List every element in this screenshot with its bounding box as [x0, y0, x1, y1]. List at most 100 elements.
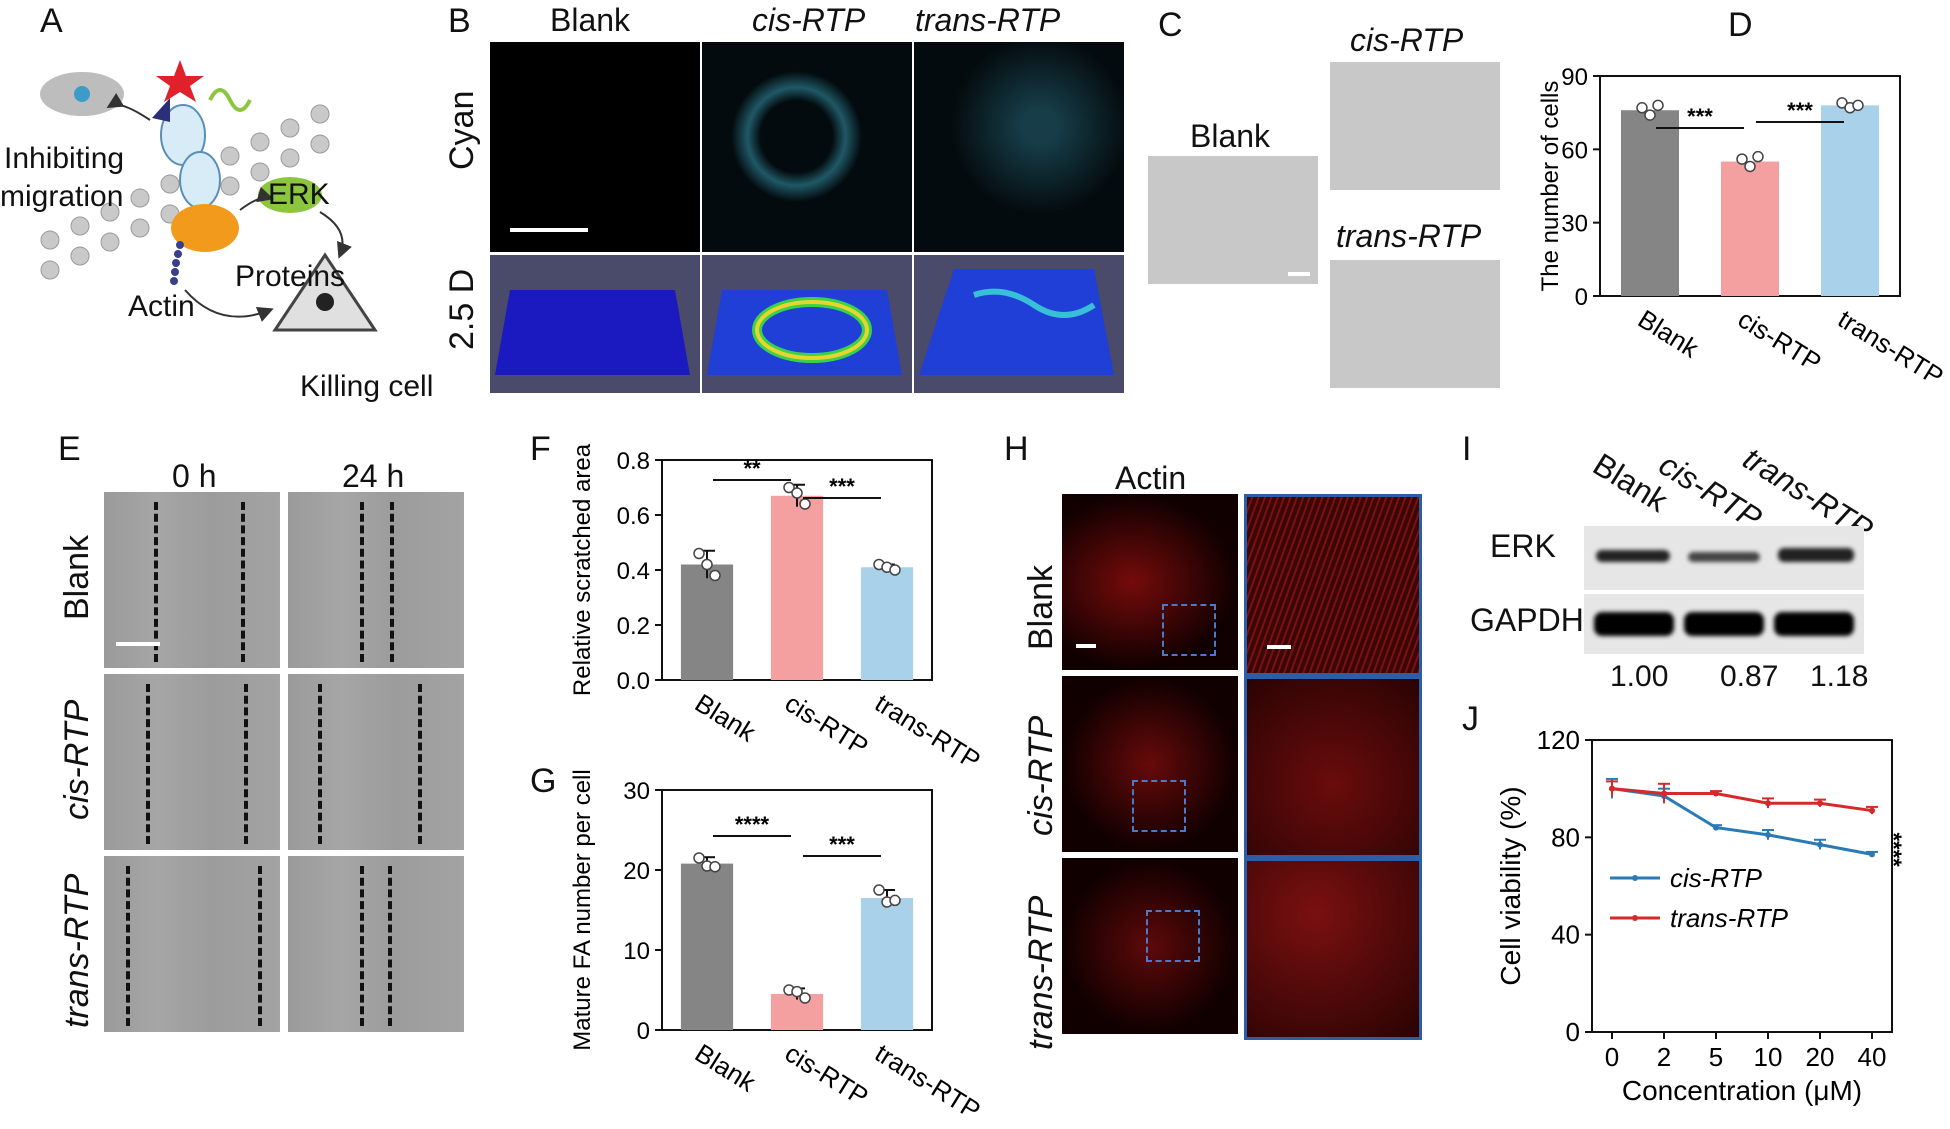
label-migration: migration — [0, 180, 124, 213]
star-icon — [156, 60, 204, 102]
h-row-cis: cis-RTP — [1022, 715, 1060, 836]
data-point — [701, 558, 713, 571]
data-point — [791, 985, 803, 998]
row-label-cyan: Cyan — [443, 90, 481, 170]
scratch-cis-0h — [104, 674, 280, 850]
c-trans-image — [1330, 260, 1500, 388]
x-tick-label: cis-RTP — [1733, 304, 1827, 378]
ratio-trans: 1.18 — [1810, 660, 1869, 693]
significance-label: **** — [735, 812, 770, 837]
data-point — [1652, 99, 1664, 112]
bar-2 — [860, 898, 914, 1030]
bar-1 — [770, 495, 824, 680]
c-blank-image — [1148, 156, 1318, 284]
data-point — [799, 498, 811, 510]
bar-1 — [770, 994, 824, 1030]
y-tick-label: 60 — [1561, 137, 1588, 164]
series-line-1 — [1611, 787, 1873, 813]
panel-label-j: J — [1462, 700, 1479, 738]
bar-2 — [1821, 105, 1879, 296]
h-row-blank: Blank — [1022, 564, 1060, 650]
y-tick-label: 0.6 — [617, 503, 650, 530]
x-tick-label: 5 — [1709, 1042, 1723, 1072]
actin-cis-image — [1062, 676, 1238, 852]
x-tick-label: Blank — [690, 1038, 762, 1098]
cyan-cis-image — [702, 42, 912, 252]
ratio-blank: 1.00 — [1610, 660, 1669, 693]
e-col-24h: 24 h — [342, 458, 405, 494]
x-tick-label: trans-RTP — [870, 688, 986, 776]
x-tick-label: cis-RTP — [780, 688, 874, 762]
scale-bar — [510, 228, 588, 232]
x-axis-label: Concentration (μM) — [1622, 1075, 1862, 1106]
panel-label-g: G — [530, 762, 557, 800]
data-point — [889, 894, 901, 907]
surface-cis-image — [702, 255, 912, 393]
significance-label: **** — [1881, 832, 1906, 867]
y-tick-label: 80 — [1551, 822, 1580, 852]
h-title-actin: Actin — [1115, 460, 1187, 496]
band-label-gapdh: GAPDH — [1470, 602, 1584, 638]
data-point — [709, 861, 721, 873]
label-killing-cell: Killing cell — [300, 370, 434, 403]
y-axis-label: Relative scratched area — [570, 443, 596, 696]
chart-j: 0 40 80 120 0 2 5 10 20 40 cis-RTP trans-RTP **** Con… — [1495, 725, 1906, 1106]
x-tick-label: 10 — [1754, 1042, 1783, 1072]
label-inhibiting: Inhibiting — [4, 142, 125, 175]
panel-label-c: C — [1158, 6, 1183, 44]
x-tick-label: Blank — [690, 688, 762, 748]
x-tick-label: 0 — [1605, 1042, 1619, 1072]
panel-label-b: B — [448, 2, 471, 40]
significance-label: *** — [829, 832, 855, 857]
surface-trans-image — [914, 255, 1124, 393]
y-axis-label: Mature FA number per cell — [570, 770, 596, 1051]
y-tick-label: 30 — [623, 778, 650, 805]
series-line-0 — [1611, 787, 1873, 856]
scratch-blank-0h — [104, 492, 280, 668]
chart-d: 0 30 60 90 Blank cis-RTP trans-RTP *** *** The nu… — [1537, 64, 1949, 392]
significance-label: *** — [1687, 104, 1713, 129]
legend-label: trans-RTP — [1670, 903, 1789, 933]
data-point — [1765, 800, 1771, 807]
y-axis-label: The number of cells — [1537, 81, 1564, 292]
surface-blank-image — [490, 255, 700, 393]
scratch-blank-24h — [288, 492, 464, 668]
data-point — [1765, 831, 1771, 838]
e-row-cis: cis-RTP — [58, 699, 96, 820]
data-point — [1869, 807, 1875, 814]
scratch-cis-24h — [288, 674, 464, 850]
actin-cis-zoom — [1244, 676, 1422, 858]
cyan-blank-image — [490, 42, 700, 252]
membrane-illustration — [40, 104, 330, 280]
scratch-trans-0h — [104, 856, 280, 1032]
y-axis-label: Cell viability (%) — [1495, 786, 1526, 985]
data-point — [693, 852, 705, 864]
band-label-erk: ERK — [1490, 528, 1556, 564]
y-tick-label: 0.0 — [617, 668, 650, 695]
bar-0 — [680, 863, 734, 1030]
col-header-cis: cis-RTP — [752, 2, 866, 38]
bar-2 — [860, 567, 914, 680]
skull-warning-icon — [272, 252, 378, 332]
col-header-blank: Blank — [550, 2, 631, 38]
x-tick-label: trans-RTP — [870, 1038, 986, 1125]
data-point — [1852, 99, 1864, 112]
legend-marker — [1632, 875, 1638, 881]
data-point — [1869, 851, 1875, 858]
y-tick-label: 10 — [623, 938, 650, 965]
legend-marker — [1632, 915, 1638, 921]
panel-label-i: I — [1462, 430, 1472, 468]
data-point — [709, 569, 721, 582]
y-tick-label: 20 — [623, 858, 650, 885]
c-label-cis: cis-RTP — [1350, 22, 1464, 58]
x-tick-label: 40 — [1858, 1042, 1887, 1072]
data-point — [1713, 824, 1719, 831]
x-tick-label: cis-RTP — [780, 1038, 874, 1112]
data-point — [1744, 160, 1756, 173]
bar-0 — [1621, 110, 1679, 296]
actin-blank-zoom — [1244, 494, 1422, 676]
y-tick-label: 90 — [1561, 64, 1588, 91]
label-actin: Actin — [128, 290, 195, 323]
data-point — [783, 481, 795, 494]
data-point — [1644, 109, 1656, 121]
